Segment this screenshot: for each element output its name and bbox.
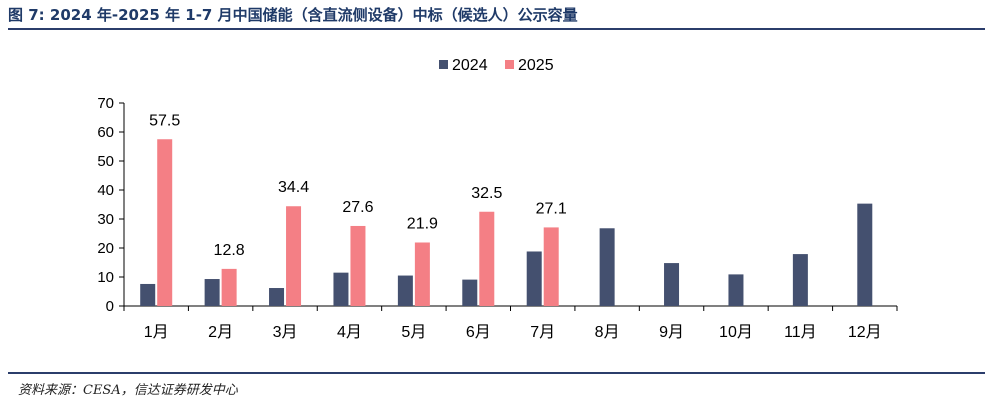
- bar-2024: [204, 279, 220, 306]
- y-axis: 0 10 20 30 40 50 60 70: [97, 95, 125, 315]
- data-label: 27.1: [536, 200, 567, 217]
- bar-2024: [792, 254, 808, 306]
- legend-label: 2024: [452, 57, 488, 74]
- y-tick-label: 50: [97, 153, 114, 170]
- x-tick-label: 3月: [273, 324, 298, 341]
- legend-swatch: [505, 60, 514, 69]
- bar-2025: [157, 139, 173, 306]
- bar-2025: [479, 211, 495, 306]
- x-tick-label: 5月: [401, 324, 426, 341]
- data-label: 21.9: [407, 215, 438, 232]
- bar-2024: [728, 274, 744, 306]
- data-label: 32.5: [471, 185, 502, 202]
- data-label: 57.5: [149, 112, 180, 129]
- y-tick-label: 20: [97, 240, 114, 257]
- bottom-rule: [8, 372, 985, 374]
- x-tick-label: 8月: [595, 324, 620, 341]
- legend: 2024 2025: [439, 57, 554, 74]
- x-axis: 1月 2月 3月 4月 5月 6月 7月 8月 9月 10月 11月 12月: [123, 305, 898, 341]
- x-tick-label: 12月: [848, 324, 882, 341]
- x-tick-label: 1月: [144, 324, 169, 341]
- bar-2025: [286, 206, 302, 306]
- bar-2025: [350, 225, 366, 306]
- data-labels: 57.5 12.8 34.4 27.6 21.9 32.5 27.1: [149, 112, 567, 259]
- x-tick-label: 6月: [466, 324, 491, 341]
- y-tick-label: 0: [106, 298, 114, 315]
- x-tick-label: 2月: [208, 324, 233, 341]
- bar-2024: [599, 228, 615, 306]
- figure-title: 图 7: 2024 年-2025 年 1-7 月中国储能（含直流侧设备）中标（候…: [8, 6, 578, 24]
- y-tick-label: 40: [97, 182, 114, 199]
- legend-swatch: [439, 60, 448, 69]
- x-tick-label: 10月: [719, 324, 753, 341]
- top-rule: [8, 28, 985, 30]
- bar-2024: [664, 263, 680, 306]
- x-tick-label: 9月: [659, 324, 684, 341]
- bars: [140, 139, 873, 306]
- bar-2024: [857, 203, 873, 306]
- bar-2024: [333, 272, 349, 306]
- y-tick-label: 70: [97, 95, 114, 112]
- x-tick-label: 7月: [530, 324, 555, 341]
- bar-2025: [543, 227, 559, 306]
- bar-2024: [269, 288, 285, 306]
- data-label: 27.6: [342, 199, 373, 216]
- y-tick-label: 10: [97, 269, 114, 286]
- bar-2024: [140, 283, 156, 306]
- source-note: 资料来源：CESA，信达证券研发中心: [18, 383, 238, 398]
- bar-2025: [414, 242, 430, 306]
- x-tick-label: 4月: [337, 324, 362, 341]
- bar-2024: [462, 279, 478, 306]
- data-label: 34.4: [278, 179, 309, 196]
- bar-2024: [526, 251, 542, 306]
- y-tick-label: 60: [97, 124, 114, 141]
- bar-2025: [221, 268, 237, 306]
- data-label: 12.8: [214, 242, 245, 259]
- bar-2024: [397, 275, 413, 306]
- y-tick-label: 30: [97, 211, 114, 228]
- x-tick-label: 11月: [784, 324, 817, 341]
- legend-label: 2025: [518, 57, 554, 74]
